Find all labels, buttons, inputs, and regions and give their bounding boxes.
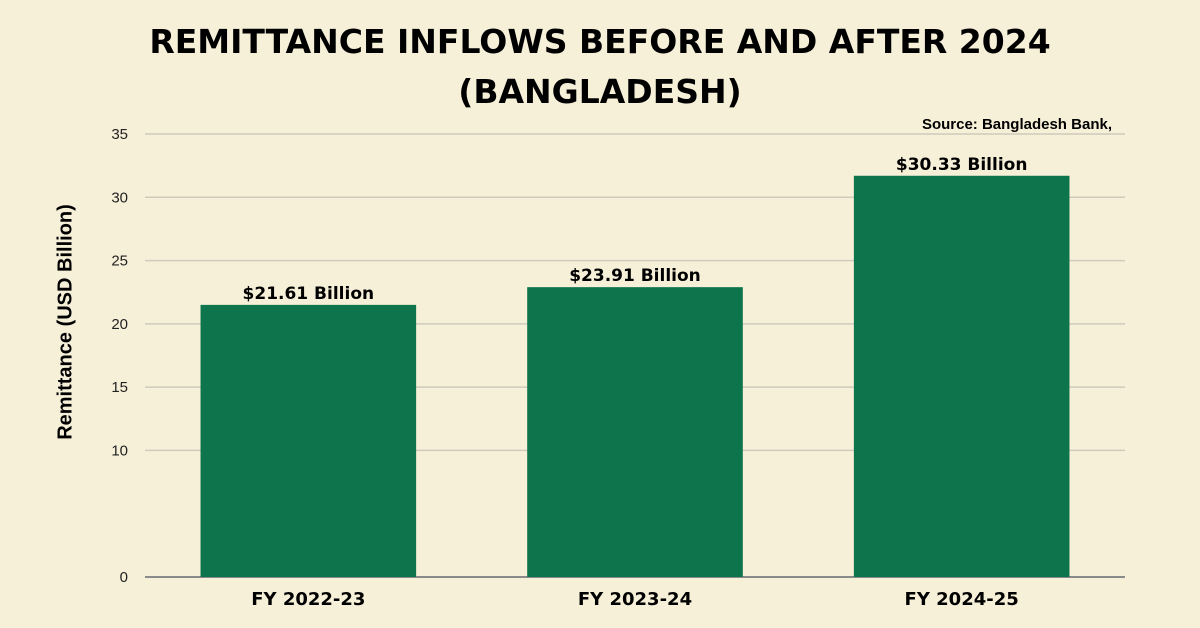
- data-label: $30.33 Billion: [896, 155, 1028, 175]
- y-tick-label: 35: [111, 126, 128, 143]
- y-tick-label: 10: [111, 442, 128, 459]
- bar: [200, 304, 417, 577]
- y-tick-label: 25: [111, 253, 128, 270]
- y-tick-label: 30: [111, 189, 128, 206]
- x-tick-label: FY 2022-23: [251, 589, 365, 610]
- data-label: $21.61 Billion: [243, 284, 375, 304]
- source-note: Source: Bangladesh Bank,: [921, 116, 1112, 133]
- y-tick-label: 15: [111, 379, 128, 396]
- x-tick-label: FY 2023-24: [578, 589, 692, 610]
- x-tick-label: FY 2024-25: [905, 589, 1019, 610]
- y-tick-label: 0: [120, 569, 128, 586]
- labels: 0 10 15 20 25 30 35 $21.61 Billion FY 2022-23 $23…: [111, 126, 1027, 610]
- bars: [200, 175, 1070, 578]
- chart-title-line-1: REMITTANCE INFLOWS BEFORE AND AFTER 2024: [149, 22, 1051, 61]
- data-label: $23.91 Billion: [569, 266, 701, 286]
- bar: [853, 175, 1070, 578]
- y-tick-label: 20: [111, 316, 128, 333]
- chart-title-line-2: (BANGLADESH): [458, 72, 742, 111]
- bar: [527, 287, 743, 577]
